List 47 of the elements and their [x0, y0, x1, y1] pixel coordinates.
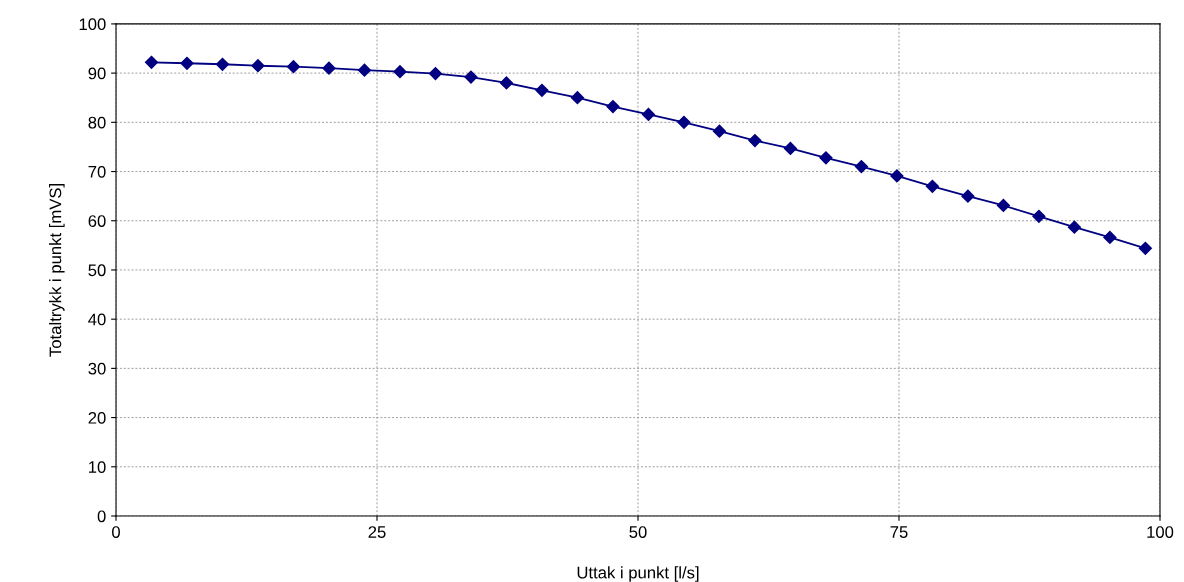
- point: [748, 133, 762, 148]
- y-tick-label: 40: [88, 313, 106, 326]
- point: [322, 61, 336, 75]
- point: [819, 151, 833, 165]
- point: [641, 107, 656, 122]
- y-tick-label: 70: [88, 165, 106, 178]
- x-axis-title: Uttak i punkt [l/s]: [577, 566, 699, 582]
- y-tick-label: 60: [88, 215, 106, 227]
- point: [393, 65, 407, 79]
- x-tick-label: 50: [629, 526, 647, 538]
- y-tick-label: 80: [88, 116, 106, 129]
- point: [925, 179, 939, 193]
- point: [996, 198, 1010, 213]
- y-tick-label: 10: [89, 461, 106, 473]
- point: [180, 56, 194, 70]
- y-tick-label: 100: [79, 18, 106, 31]
- point: [499, 76, 514, 90]
- point: [606, 99, 620, 114]
- y-tick-label: 30: [88, 362, 106, 375]
- point: [464, 70, 478, 84]
- point: [428, 67, 443, 81]
- point: [357, 63, 372, 77]
- point: [251, 59, 265, 73]
- y-tick-label: 50: [88, 264, 106, 277]
- y-tick-label: 0: [97, 510, 106, 523]
- point: [1067, 220, 1081, 234]
- point: [677, 115, 691, 129]
- point: [783, 141, 798, 155]
- point: [1103, 230, 1117, 245]
- point: [144, 55, 159, 69]
- x-tick-label: 0: [112, 526, 120, 538]
- point: [890, 169, 904, 183]
- point: [1032, 209, 1046, 223]
- x-tick-label: 100: [1147, 526, 1174, 538]
- x-tick-label: 25: [368, 526, 386, 538]
- y-axis-title: Totaltrykk i punkt [mVS]: [49, 184, 65, 357]
- point: [570, 91, 585, 105]
- point: [1138, 241, 1152, 255]
- y-tick-label: 20: [88, 411, 106, 424]
- point: [854, 160, 869, 174]
- x-tick-label: 75: [890, 526, 908, 538]
- point: [535, 83, 549, 97]
- y-tick-label: 90: [88, 67, 106, 80]
- point: [286, 60, 301, 74]
- point: [961, 189, 975, 203]
- point: [712, 124, 727, 138]
- point: [215, 57, 230, 71]
